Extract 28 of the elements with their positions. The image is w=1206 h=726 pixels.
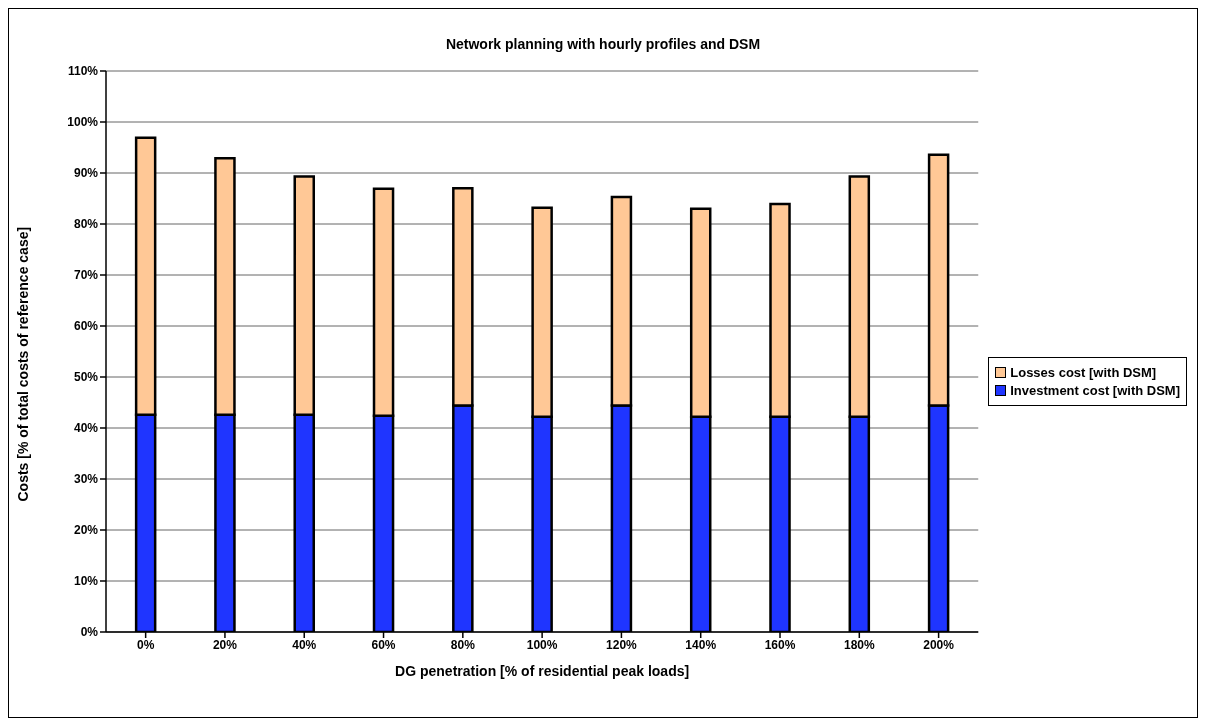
y-tick-label: 40%: [73, 421, 99, 436]
x-tick-label: 160%: [764, 637, 796, 652]
chart-title: Network planning with hourly profiles and DSM: [444, 35, 762, 54]
y-tick-label: 20%: [73, 523, 99, 538]
y-tick-label: 110%: [67, 64, 99, 79]
y-tick-label: 70%: [73, 268, 99, 283]
x-tick-label: 120%: [606, 637, 638, 652]
y-tick-label: 10%: [73, 574, 99, 589]
x-tick-label: 140%: [685, 637, 717, 652]
y-tick-label: 30%: [73, 472, 99, 487]
x-tick-label: 180%: [843, 637, 875, 652]
x-tick-label: 20%: [212, 637, 238, 652]
y-tick-label: 80%: [73, 217, 99, 232]
y-tick-label: 60%: [73, 319, 99, 334]
x-tick-label: 40%: [292, 637, 317, 652]
y-tick-label: 50%: [73, 370, 99, 385]
x-tick-label: 200%: [923, 637, 955, 652]
legend-label: Losses cost [with DSM]: [1010, 365, 1157, 380]
y-axis-title: Costs [% of total costs of reference case]: [14, 226, 31, 502]
x-axis-title: DG penetration [% of residential peak loads]: [395, 662, 690, 679]
legend-label: Investment cost [with DSM]: [1010, 383, 1180, 398]
y-tick-label: 90%: [73, 166, 99, 181]
y-tick-label: 0%: [80, 625, 99, 640]
x-tick-label: 0%: [136, 637, 155, 652]
x-tick-label: 80%: [450, 637, 476, 652]
x-tick-label: 100%: [526, 637, 558, 652]
y-tick-label: 100%: [67, 115, 99, 130]
x-tick-label: 60%: [371, 637, 396, 652]
